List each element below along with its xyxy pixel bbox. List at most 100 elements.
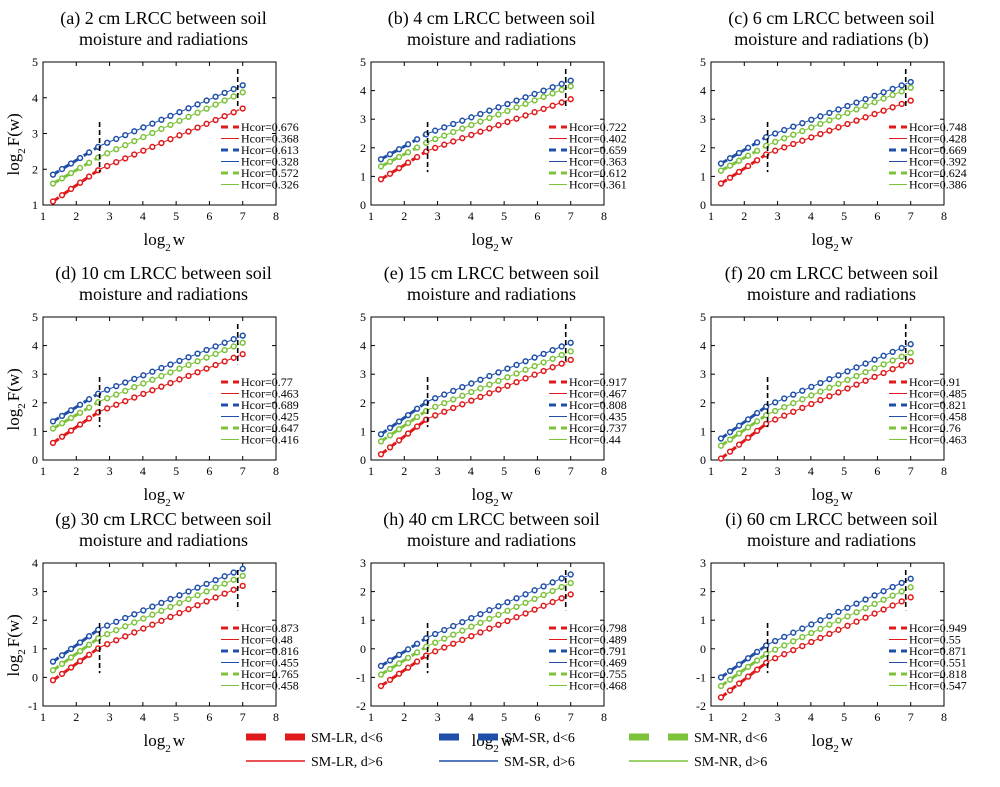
- data-point-sm-nr: [185, 113, 192, 120]
- data-point-sm-lr: [450, 138, 457, 145]
- legend-entry: Hcor=0.463: [909, 433, 967, 447]
- data-point-sm-lr: [377, 451, 385, 458]
- data-point-sm-lr: [717, 694, 725, 701]
- data-point-sm-nr: [781, 135, 788, 142]
- data-point-sm-lr: [531, 371, 538, 378]
- series-line-sm-lr-short: [720, 152, 769, 185]
- data-point-sm-nr: [140, 380, 147, 387]
- y-axis-label: log2F(w): [4, 113, 28, 175]
- series-line-sm-sr-short: [720, 643, 769, 679]
- data-point-sm-lr: [76, 657, 84, 665]
- data-point-sm-lr: [853, 381, 860, 388]
- data-point-sm-lr: [67, 427, 75, 434]
- data-point-sm-nr: [567, 579, 574, 587]
- legend-entry: Hcor=0.755: [569, 667, 627, 681]
- data-point-sm-sr: [49, 658, 57, 665]
- plot-area-frame: [710, 562, 945, 707]
- data-point-sm-lr: [772, 416, 779, 423]
- data-point-sm-sr: [176, 108, 183, 116]
- x-tick-label: 7: [568, 464, 574, 478]
- data-point-sm-sr: [239, 332, 246, 339]
- x-tick-label: 5: [841, 209, 847, 223]
- data-point-sm-sr: [817, 617, 824, 624]
- data-point-sm-nr: [844, 376, 851, 384]
- data-point-sm-sr: [167, 361, 174, 368]
- data-point-sm-sr: [104, 622, 111, 629]
- series-line-sm-lr-short: [380, 653, 429, 688]
- data-point-sm-nr: [203, 105, 210, 112]
- data-point-sm-sr: [85, 396, 93, 403]
- y-tick-label: 2: [32, 396, 38, 410]
- data-point-sm-sr: [176, 357, 183, 365]
- series-line-sm-lr-short: [720, 660, 769, 699]
- data-point-sm-lr: [131, 629, 138, 636]
- data-point-sm-lr: [753, 157, 761, 164]
- data-point-sm-lr: [808, 638, 815, 646]
- legend-entry: Hcor=0.748: [909, 120, 967, 134]
- data-point-sm-nr: [386, 432, 394, 439]
- data-point-sm-nr: [753, 147, 761, 154]
- legend-entry: Hcor=0.551: [909, 656, 967, 670]
- data-point-sm-nr: [432, 639, 439, 646]
- y-tick-label: -1: [356, 670, 366, 684]
- data-point-sm-lr: [799, 642, 806, 650]
- data-point-sm-nr: [844, 109, 851, 117]
- series-line-sm-sr-short: [52, 627, 101, 663]
- data-point-sm-lr: [835, 124, 842, 131]
- data-point-sm-sr: [104, 139, 111, 146]
- data-point-sm-sr: [459, 117, 466, 124]
- data-point-sm-lr: [540, 602, 547, 609]
- data-point-sm-sr: [230, 85, 237, 93]
- data-point-sm-sr: [504, 365, 511, 372]
- data-point-sm-nr: [907, 584, 914, 591]
- data-point-sm-nr: [567, 83, 574, 90]
- x-tick-label: 7: [240, 710, 246, 724]
- data-point-sm-sr: [871, 592, 878, 599]
- y-tick-label: 1: [32, 424, 38, 438]
- data-point-sm-sr: [404, 411, 412, 419]
- data-point-sm-sr: [221, 89, 228, 97]
- data-point-sm-sr: [513, 361, 520, 369]
- data-point-sm-lr: [558, 360, 565, 367]
- data-point-sm-sr: [450, 622, 457, 630]
- legend-entry: Hcor=0.55: [909, 633, 961, 647]
- data-point-sm-lr: [441, 141, 448, 148]
- data-point-sm-nr: [167, 121, 174, 129]
- data-point-sm-sr: [113, 135, 120, 143]
- data-point-sm-lr: [395, 437, 403, 444]
- data-point-sm-nr: [744, 663, 752, 671]
- figure-legend-label: SM-SR, d>6: [504, 755, 575, 770]
- data-point-sm-nr: [49, 425, 57, 432]
- data-point-sm-lr: [844, 120, 851, 128]
- data-point-sm-sr: [744, 655, 752, 662]
- data-point-sm-sr: [522, 94, 529, 101]
- x-tick-label: 7: [568, 209, 574, 223]
- plot-area-frame: [42, 316, 277, 461]
- x-tick-label: 2: [741, 710, 747, 724]
- data-point-sm-sr: [212, 93, 219, 100]
- legend-entry: Hcor=0.361: [569, 178, 627, 192]
- data-point-sm-lr: [203, 120, 210, 127]
- data-point-sm-lr: [49, 198, 57, 205]
- data-point-sm-sr: [239, 82, 246, 89]
- data-point-sm-nr: [58, 175, 66, 182]
- data-point-sm-sr: [540, 350, 547, 357]
- data-point-sm-sr: [540, 583, 547, 590]
- data-point-sm-nr: [441, 399, 448, 407]
- data-point-sm-sr: [194, 584, 201, 591]
- data-point-sm-lr: [221, 358, 228, 365]
- data-point-sm-sr: [58, 652, 66, 659]
- y-tick-label: 3: [700, 367, 706, 381]
- data-point-sm-nr: [907, 349, 914, 356]
- data-point-sm-sr: [131, 375, 138, 383]
- x-tick-label: 2: [401, 464, 407, 478]
- data-point-sm-lr: [826, 393, 833, 400]
- data-point-sm-sr: [131, 128, 138, 135]
- data-point-sm-sr: [76, 154, 84, 162]
- x-tick-label: 1: [40, 464, 46, 478]
